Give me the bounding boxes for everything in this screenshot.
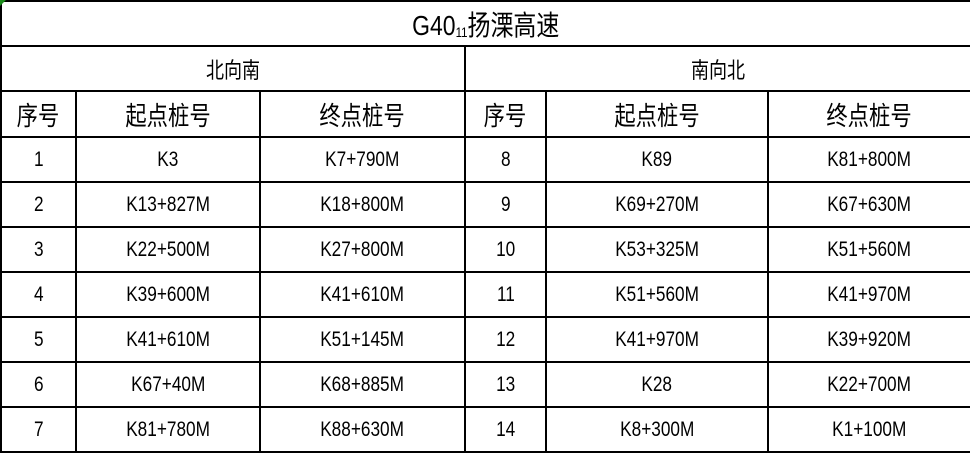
table-row: 3 K22+500M K27+800M 10 K53+325M K51+560M	[0, 226, 970, 273]
cell-start-stake: K69+270M	[545, 181, 769, 228]
cell-end-stake: K27+800M	[259, 226, 466, 273]
cell-end-stake: K41+610M	[259, 271, 466, 318]
column-header-start-stake: 起点桩号	[545, 90, 769, 138]
table-title: G4011扬溧高速	[0, 0, 970, 47]
cell-end-stake: K68+885M	[259, 361, 466, 408]
table-row: 5 K41+610M K51+145M 12 K41+970M K39+920M	[0, 316, 970, 363]
table-row: 2 K13+827M K18+800M 9 K69+270M K67+630M	[0, 181, 970, 228]
cell-seq: 9	[464, 181, 547, 228]
cell-start-stake: K13+827M	[75, 181, 261, 228]
cell-seq: 2	[0, 181, 77, 228]
column-header-start-stake: 起点桩号	[75, 90, 261, 138]
cell-start-stake: K41+970M	[545, 316, 769, 363]
column-header-end-stake: 终点桩号	[259, 90, 466, 138]
column-header-seq: 序号	[0, 90, 77, 138]
cell-end-stake: K41+970M	[767, 271, 970, 318]
cell-seq: 6	[0, 361, 77, 408]
direction-south-to-north: 南向北	[464, 45, 970, 92]
cell-seq: 11	[464, 271, 547, 318]
cell-seq: 3	[0, 226, 77, 273]
cell-start-stake: K28	[545, 361, 769, 408]
cell-start-stake: K89	[545, 136, 769, 183]
cell-end-stake: K22+700M	[767, 361, 970, 408]
cell-end-stake: K88+630M	[259, 406, 466, 453]
cell-seq: 14	[464, 406, 547, 453]
table-row: 7 K81+780M K88+630M 14 K8+300M K1+100M	[0, 406, 970, 453]
cell-end-stake: K51+560M	[767, 226, 970, 273]
cell-end-stake: K67+630M	[767, 181, 970, 228]
table-row: 6 K67+40M K68+885M 13 K28 K22+700M	[0, 361, 970, 408]
cell-end-stake: K1+100M	[767, 406, 970, 453]
cell-start-stake: K41+610M	[75, 316, 261, 363]
column-header-end-stake: 终点桩号	[767, 90, 970, 138]
cell-start-stake: K8+300M	[545, 406, 769, 453]
cell-seq: 1	[0, 136, 77, 183]
cell-start-stake: K67+40M	[75, 361, 261, 408]
cell-start-stake: K22+500M	[75, 226, 261, 273]
cell-seq: 5	[0, 316, 77, 363]
table-row: 1 K3 K7+790M 8 K89 K81+800M	[0, 136, 970, 183]
cell-seq: 7	[0, 406, 77, 453]
cell-seq: 4	[0, 271, 77, 318]
cell-seq: 10	[464, 226, 547, 273]
column-header-seq: 序号	[464, 90, 547, 138]
direction-north-to-south: 北向南	[0, 45, 466, 92]
cell-start-stake: K81+780M	[75, 406, 261, 453]
cell-end-stake: K18+800M	[259, 181, 466, 228]
cell-seq: 13	[464, 361, 547, 408]
cell-start-stake: K53+325M	[545, 226, 769, 273]
cell-end-stake: K81+800M	[767, 136, 970, 183]
table-row: 4 K39+600M K41+610M 11 K51+560M K41+970M	[0, 271, 970, 318]
cell-end-stake: K7+790M	[259, 136, 466, 183]
cell-start-stake: K3	[75, 136, 261, 183]
cell-start-stake: K51+560M	[545, 271, 769, 318]
cell-seq: 8	[464, 136, 547, 183]
cell-start-stake: K39+600M	[75, 271, 261, 318]
cell-end-stake: K39+920M	[767, 316, 970, 363]
cell-seq: 12	[464, 316, 547, 363]
cell-end-stake: K51+145M	[259, 316, 466, 363]
cell-corner-marker	[0, 0, 6, 6]
